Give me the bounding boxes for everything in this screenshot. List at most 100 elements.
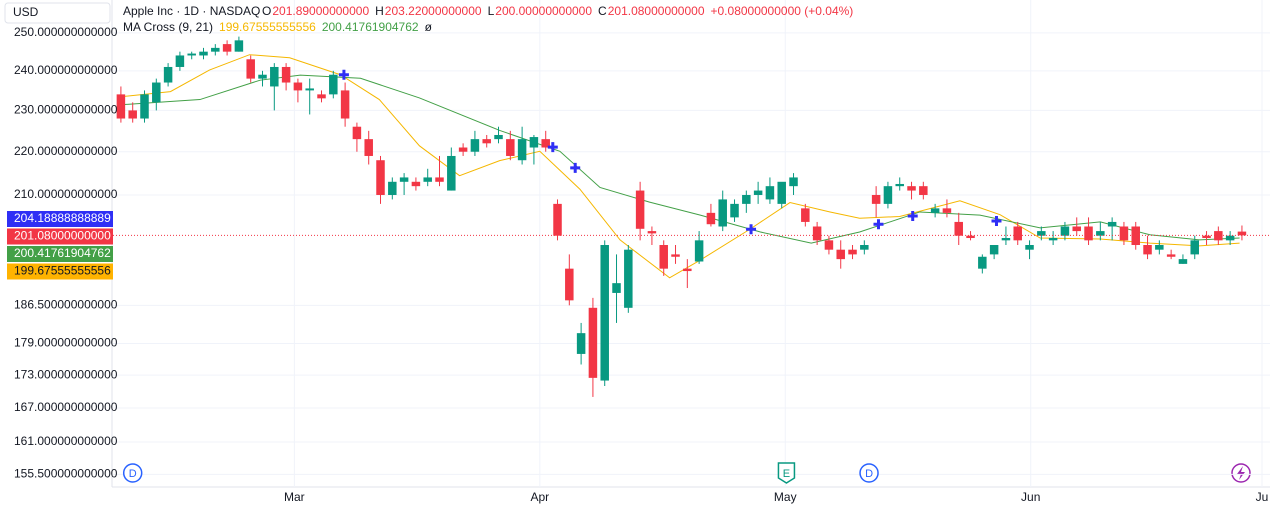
price-tag-label: 201.08000000000	[14, 229, 111, 243]
candle-body	[1072, 226, 1081, 232]
candle-body	[199, 51, 208, 56]
x-tick-label: Mar	[284, 490, 305, 504]
candle-body	[671, 254, 680, 257]
candle-body	[388, 181, 397, 195]
candle-body	[246, 59, 255, 79]
candle-body	[435, 177, 444, 182]
currency[interactable]: USD	[13, 5, 39, 19]
candle-body	[506, 139, 515, 156]
candle-body	[140, 94, 149, 119]
candle-body	[329, 74, 338, 95]
candle-body	[494, 134, 503, 140]
plot	[113, 0, 1270, 487]
y-tick-label: 186.500000000000	[14, 297, 118, 311]
candle-body	[907, 186, 916, 191]
candle-body	[222, 44, 232, 52]
currency-box[interactable]	[4, 2, 111, 24]
indicator-value: 199.67555555556	[219, 20, 316, 34]
event-label: E	[783, 468, 790, 480]
candle-body	[871, 194, 881, 204]
candle-body	[1202, 235, 1211, 239]
candle-body	[187, 53, 196, 56]
candle-body	[1214, 231, 1223, 241]
candle-body	[317, 94, 326, 99]
y-tick-label: 179.000000000000	[14, 336, 118, 350]
cross-marker	[746, 224, 757, 235]
candle-body	[966, 235, 975, 239]
indicator-name: MA Cross (9, 21)	[123, 20, 213, 34]
candle-body	[942, 208, 952, 213]
candle-body	[152, 82, 161, 103]
candle-body	[352, 126, 362, 140]
candle-body	[211, 47, 220, 52]
ohlc-value: 201.89000000000	[272, 4, 369, 18]
candle-body	[447, 155, 456, 191]
candle-body	[565, 268, 574, 301]
ma-line	[120, 54, 1240, 279]
event-badge[interactable]	[777, 462, 796, 484]
indicator-icon: ø	[425, 20, 433, 34]
candle-body	[1096, 231, 1105, 236]
candle-body	[163, 66, 173, 83]
candle-body	[1013, 226, 1022, 241]
candle-body	[270, 66, 279, 87]
candle-body	[1119, 226, 1129, 241]
candle-body	[576, 333, 586, 354]
candle-body	[600, 245, 609, 381]
x-tick-label: May	[774, 490, 797, 504]
candle-body	[1037, 231, 1046, 236]
x-tick-label: Ju	[1256, 490, 1269, 504]
change: +0.08000000000 (+0.04%)	[711, 4, 854, 18]
event-label: D	[129, 468, 137, 480]
ohlc-value: 201.08000000000	[608, 4, 705, 18]
price-tag-label: 199.67555555556	[14, 264, 111, 278]
candle-body	[364, 139, 373, 156]
candle-body	[1025, 245, 1034, 250]
candle-body	[836, 249, 845, 260]
candle-body	[1166, 254, 1176, 257]
indicator-value: 200.41761904762	[322, 20, 419, 34]
candle-body	[1084, 226, 1093, 241]
candle-body	[423, 177, 432, 182]
y-tick-label: 240.000000000000	[14, 63, 118, 77]
candle-body	[399, 177, 409, 182]
candle-body	[470, 139, 480, 152]
candle-body	[258, 74, 267, 79]
candle-body	[860, 245, 869, 250]
ohlc-value: 200.00000000000	[495, 4, 592, 18]
ohlc-key: H	[375, 4, 384, 18]
candle-body	[730, 203, 739, 218]
event-badge[interactable]	[122, 463, 143, 483]
candle-body	[647, 231, 657, 234]
cross-marker	[338, 69, 349, 80]
y-tick-label: 250.000000000000	[14, 25, 118, 39]
candle-body	[919, 186, 928, 195]
lightning-icon[interactable]	[1231, 463, 1251, 483]
candle-body	[706, 212, 716, 225]
candle-body	[930, 208, 940, 213]
candle-body	[635, 190, 645, 229]
candle-body	[1225, 235, 1235, 241]
candle-body	[718, 199, 727, 227]
cross-marker	[547, 142, 558, 153]
price-tag	[7, 246, 113, 262]
event-badge[interactable]	[859, 463, 879, 483]
y-tick-label: 220.000000000000	[14, 144, 118, 158]
candle-body	[1107, 221, 1117, 227]
candle-body	[753, 190, 763, 195]
candle-body	[978, 256, 987, 269]
candle-body	[1131, 226, 1140, 246]
symbol: Apple Inc · 1D · NASDAQ	[123, 4, 260, 18]
y-tick-label: 155.500000000000	[14, 466, 118, 480]
candle-body	[541, 139, 550, 148]
candle-body	[801, 208, 810, 222]
candle-body	[765, 186, 775, 200]
candle-body	[482, 139, 491, 144]
ohlc-key: C	[598, 4, 607, 18]
y-tick-label: 167.000000000000	[14, 400, 118, 414]
price-tag	[7, 211, 113, 227]
candle-body	[624, 249, 633, 308]
candle-body	[175, 55, 185, 67]
candle-body	[553, 203, 562, 236]
candle-body	[293, 82, 303, 91]
